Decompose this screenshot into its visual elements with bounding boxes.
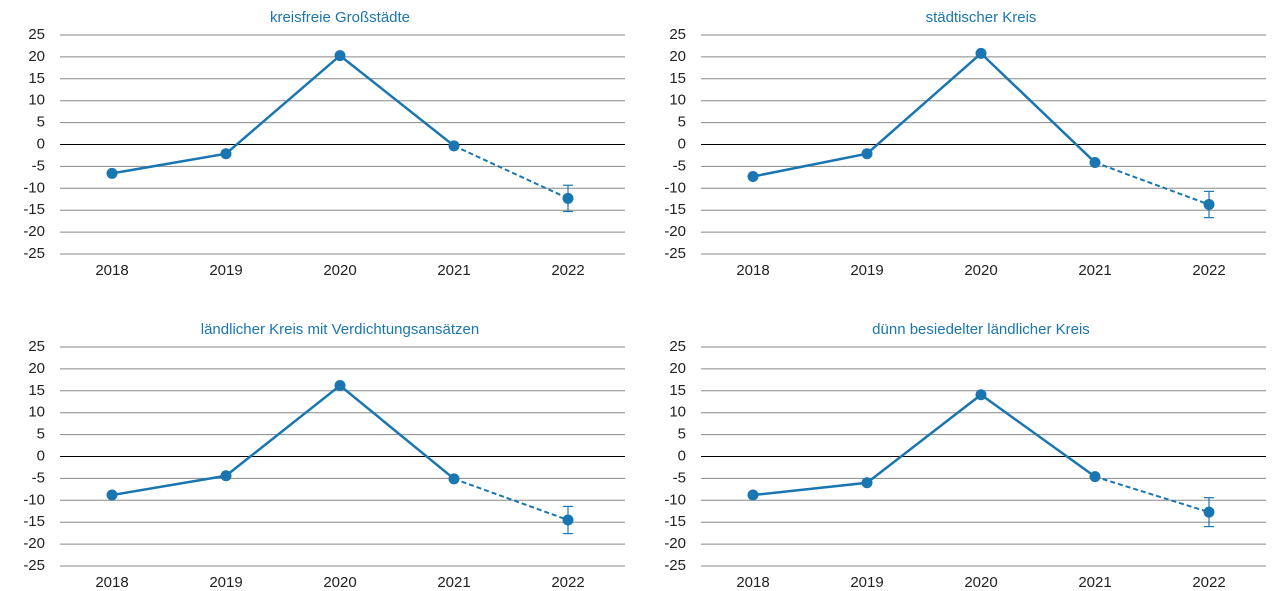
chart-title: kreisfreie Großstädte	[270, 9, 410, 26]
y-tick-label: 20	[28, 48, 45, 65]
x-tick-label: 2018	[95, 262, 128, 279]
point	[975, 47, 987, 59]
y-tick-label: 0	[678, 447, 686, 464]
y-tick-label: 5	[37, 114, 45, 131]
y-tick-label: -15	[664, 513, 686, 530]
y-tick-label: 10	[669, 404, 686, 421]
x-tick-label: 2022	[1192, 262, 1225, 279]
point	[562, 514, 574, 526]
point	[334, 50, 346, 62]
y-tick-label: -25	[23, 557, 45, 574]
y-tick-label: 20	[28, 360, 45, 377]
line	[111, 383, 455, 497]
y-tick-label: 10	[669, 92, 686, 109]
y-tick-label: -25	[23, 245, 45, 262]
y-tick-label: 0	[37, 447, 45, 464]
x-tick-label: 2021	[1078, 262, 1111, 279]
point	[448, 140, 460, 152]
y-tick-label: 5	[678, 426, 686, 443]
x-tick-label: 2018	[736, 262, 769, 279]
y-tick-label: -15	[23, 513, 45, 530]
line	[752, 51, 1096, 178]
y-tick-label: 25	[28, 26, 45, 43]
dashed-line	[1094, 161, 1210, 206]
y-tick-label: 5	[37, 426, 45, 443]
chart-title: städtischer Kreis	[926, 9, 1037, 26]
y-tick-label: 0	[678, 135, 686, 152]
point	[1203, 199, 1215, 211]
x-tick-label: 2021	[1078, 574, 1111, 591]
point	[747, 170, 759, 182]
x-tick-label: 2019	[209, 262, 242, 279]
x-tick-label: 2020	[323, 262, 356, 279]
point	[220, 148, 232, 160]
y-tick-label: -10	[23, 491, 45, 508]
y-tick-label: 0	[37, 135, 45, 152]
point	[975, 389, 987, 401]
y-tick-label: -5	[673, 469, 686, 486]
point	[106, 489, 118, 501]
point	[106, 167, 118, 179]
y-tick-label: -10	[23, 179, 45, 196]
line	[752, 393, 1096, 497]
y-tick-label: -20	[23, 535, 45, 552]
point	[448, 473, 460, 485]
y-tick-label: 10	[28, 404, 45, 421]
x-tick-label: 2018	[95, 574, 128, 591]
dashed-line	[1094, 475, 1210, 514]
point	[1203, 506, 1215, 518]
y-tick-label: 25	[669, 338, 686, 355]
x-tick-label: 2020	[964, 262, 997, 279]
y-tick-label: -25	[664, 245, 686, 262]
y-tick-label: -10	[664, 491, 686, 508]
point	[747, 489, 759, 501]
y-tick-label: 25	[28, 338, 45, 355]
point	[220, 470, 232, 482]
x-tick-label: 2021	[437, 262, 470, 279]
x-tick-label: 2019	[850, 262, 883, 279]
x-tick-label: 2018	[736, 574, 769, 591]
chart-title: ländlicher Kreis mit Verdichtungsansätze…	[201, 321, 479, 338]
point	[861, 477, 873, 489]
x-tick-label: 2022	[551, 574, 584, 591]
y-tick-label: 5	[678, 114, 686, 131]
chart-title: dünn besiedelter ländlicher Kreis	[872, 321, 1090, 338]
y-tick-label: 20	[669, 48, 686, 65]
x-tick-label: 2021	[437, 574, 470, 591]
y-tick-label: -20	[664, 535, 686, 552]
dashed-line	[453, 477, 569, 521]
y-tick-label: -10	[664, 179, 686, 196]
x-tick-label: 2019	[850, 574, 883, 591]
point	[334, 380, 346, 392]
y-tick-label: -25	[664, 557, 686, 574]
y-tick-label: 15	[28, 382, 45, 399]
x-tick-label: 2020	[323, 574, 356, 591]
line	[111, 53, 455, 175]
dashed-line	[453, 144, 569, 200]
x-tick-label: 2019	[209, 574, 242, 591]
y-tick-label: 15	[669, 70, 686, 87]
y-tick-label: -20	[664, 223, 686, 240]
y-tick-label: -15	[664, 201, 686, 218]
y-tick-label: -5	[673, 157, 686, 174]
x-tick-label: 2022	[551, 262, 584, 279]
x-tick-label: 2020	[964, 574, 997, 591]
x-tick-label: 2022	[1192, 574, 1225, 591]
y-tick-label: -5	[32, 157, 45, 174]
point	[1089, 156, 1101, 168]
y-tick-label: 10	[28, 92, 45, 109]
point	[861, 148, 873, 160]
point	[1089, 471, 1101, 483]
y-tick-label: 20	[669, 360, 686, 377]
point	[562, 192, 574, 204]
y-tick-label: -15	[23, 201, 45, 218]
y-tick-label: 15	[28, 70, 45, 87]
y-tick-label: -5	[32, 469, 45, 486]
y-tick-label: -20	[23, 223, 45, 240]
y-tick-label: 15	[669, 382, 686, 399]
y-tick-label: 25	[669, 26, 686, 43]
